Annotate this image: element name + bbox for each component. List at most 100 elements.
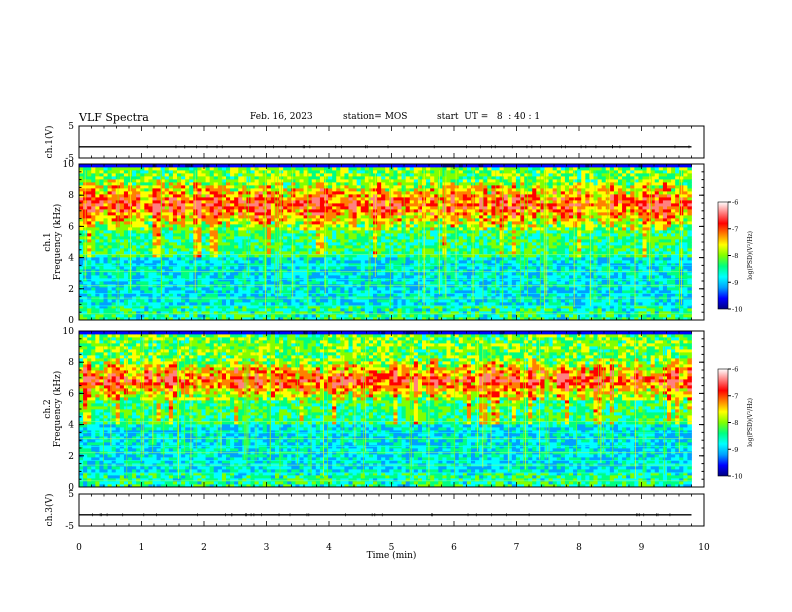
spectrogram-cell [397,311,402,315]
spectrogram-cell [205,257,211,261]
spectrogram-cell [107,269,113,273]
spectrogram-cell [409,176,415,180]
spectrogram-cell [201,308,206,312]
spectrogram-cell [230,221,235,225]
spectrogram-cell [181,200,186,204]
spectrogram-cell [344,188,349,192]
spectrogram-cell [242,200,247,204]
spectrogram-cell [287,269,292,273]
spectrogram-cell [128,164,133,168]
spectrogram-cell [99,170,104,174]
spectrogram-cell [336,281,341,285]
spectrogram-cell [197,266,202,270]
spectrogram-cell [119,227,125,231]
spectrogram-cell [221,170,227,174]
spectrogram-cell [303,221,309,225]
spectrogram-cell [336,239,341,243]
spectrogram-cell [332,164,337,168]
spectrogram-cell [152,221,157,225]
spectrogram-cell [193,164,198,168]
spectrogram-cell [119,239,125,243]
spectrogram-cell [405,206,411,210]
spectrogram-cell [250,311,255,315]
spectrogram-cell [213,308,219,312]
spectrogram-cell [226,170,231,174]
spectrogram-cell [160,233,166,237]
spectrogram-cell [160,164,166,168]
spectrogram-cell [242,299,247,303]
spectrogram-cell [111,239,117,243]
spectrogram-cell [462,182,468,186]
spectrogram-cell [234,251,239,255]
spectrogram-cell [352,314,358,318]
spectrogram-cell [295,314,300,318]
spectrogram-cell [111,248,117,252]
spectrogram-cell [91,272,96,276]
spectrogram-cell [336,200,341,204]
spectrogram-cell [340,209,345,213]
spectrogram-cell [368,308,374,312]
spectrogram-cell [164,215,170,219]
spectrogram-cell [87,167,92,171]
spectrogram-cell [79,263,84,267]
spectrogram-cell [246,185,251,189]
spectrogram-cell [287,203,292,207]
spectrogram-cell [377,230,382,234]
spectrogram-cell [336,233,341,237]
spectrogram-cell [254,302,260,306]
spectrogram-cell [315,281,321,285]
spectrogram-cell [242,236,247,240]
spectrogram-cell [246,275,251,279]
spectrogram-cell [393,272,398,276]
spectrogram-cell [132,206,137,210]
spectrogram-cell [234,173,239,177]
spectrogram-cell [434,263,439,267]
spectrogram-cell [434,299,439,303]
spectrogram-cell [140,311,145,315]
spectrogram-cell [454,260,460,264]
spectrogram-cell [315,170,321,174]
spectrogram-cell [234,236,239,240]
spectrogram-cell [266,242,272,246]
spectrogram-cell [205,212,211,216]
spectrogram-cell [205,293,211,297]
spectrogram-cell [87,218,92,222]
spectrogram-cell [291,176,296,180]
spectrogram-cell [148,209,153,213]
spectrogram-cell [446,167,451,171]
spectrogram-cell [87,194,92,198]
spectrogram-cell [144,269,149,273]
spectrogram-cell [168,302,174,306]
spectrogram-cell [95,263,100,267]
spectrogram-cell [205,176,211,180]
spectrogram-cell [226,230,231,234]
spectrogram-cell [458,266,464,270]
spectrogram-cell [397,200,402,204]
spectrogram-cell [238,266,243,270]
spectrogram-cell [344,293,349,297]
spectrogram-cell [462,257,468,261]
spectrogram-cell [311,305,317,309]
spectrogram-cell [160,227,166,231]
spectrogram-cell [462,242,468,246]
spectrogram-cell [462,188,468,192]
spectrogram-cell [287,305,292,309]
spectrogram-cell [295,233,300,237]
spectrogram-cell [119,299,125,303]
spectrogram-cell [360,233,366,237]
spectrogram-cell [181,206,186,210]
spectrogram-cell [319,308,325,312]
spectrogram-cell [430,179,435,183]
spectrogram-cell [213,170,219,174]
spectrogram-cell [217,200,223,204]
spectrogram-cell [287,254,292,258]
spectrogram-cell [417,236,423,240]
spectrogram-cell [103,203,108,207]
spectrogram-cell [148,302,153,306]
spectrogram-cell [405,239,411,243]
spectrogram-cell [356,242,362,246]
spectrogram-cell [401,167,407,171]
spectrogram-cell [434,203,439,207]
spectrogram-cell [364,167,370,171]
spectrogram-cell [303,269,309,273]
